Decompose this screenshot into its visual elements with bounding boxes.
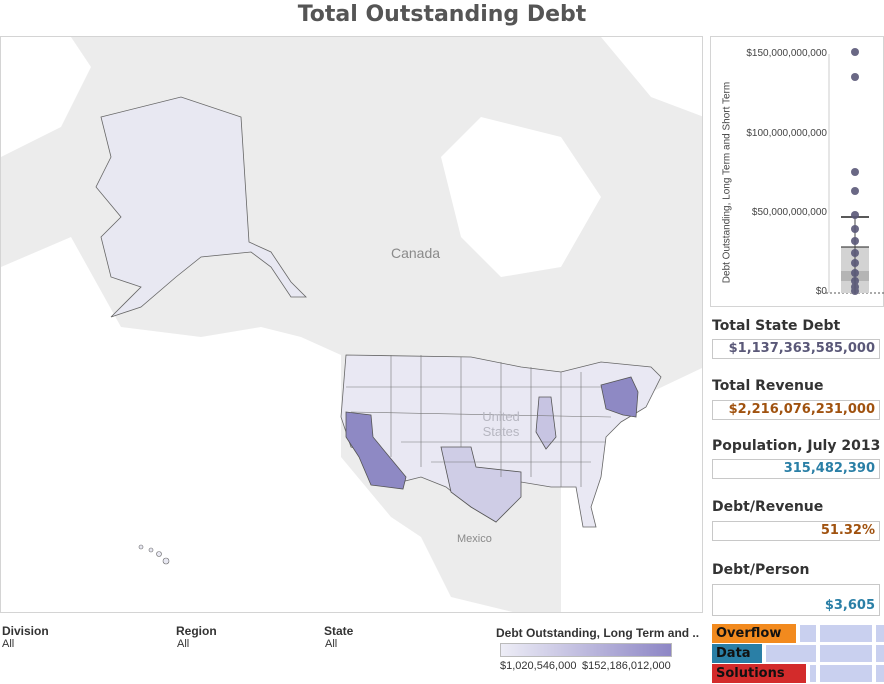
kpi-label-population: Population, July 2013	[712, 438, 881, 454]
tick-50b: $50,000,000,000	[751, 207, 827, 218]
color-legend-title: Debt Outstanding, Long Term and ..	[496, 626, 700, 640]
point-13	[851, 287, 859, 295]
point-4	[851, 187, 859, 195]
point-7	[851, 237, 859, 245]
color-legend-min: $1,020,546,000	[500, 660, 577, 672]
new-york-shape	[600, 376, 639, 418]
brand-data: Data	[712, 644, 762, 663]
map-canvas[interactable]	[1, 37, 703, 613]
tick-0: $0	[815, 286, 827, 297]
filter-division-value[interactable]: All	[2, 638, 15, 650]
california-shape	[345, 411, 407, 490]
debt-boxplot[interactable]: Debt Outstanding, Long Term and Short Te…	[710, 36, 884, 307]
kpi-value-population: 315,482,390	[712, 459, 880, 479]
point-1	[851, 48, 859, 56]
kpi-value-debt-revenue: 51.32%	[712, 521, 880, 541]
texas-shape	[440, 446, 522, 523]
dashboard-title: Total Outstanding Debt	[297, 2, 587, 27]
color-legend-max: $152,186,012,000	[582, 660, 671, 672]
tick-150b: $150,000,000,000	[746, 48, 827, 59]
point-6	[851, 225, 859, 233]
brand-solutions: Solutions	[712, 664, 806, 683]
filter-region-value[interactable]: All	[177, 638, 190, 650]
point-8	[851, 249, 859, 257]
choropleth-map[interactable]: Canada United States Mexico	[0, 36, 703, 613]
filter-state-label: State	[324, 624, 354, 638]
kpi-label-debt-person: Debt/Person	[712, 562, 810, 578]
point-2	[851, 73, 859, 81]
kpi-value-total-revenue: $2,216,076,231,000	[712, 400, 880, 420]
filter-state-value[interactable]: All	[325, 638, 338, 650]
color-legend-gradient	[500, 643, 672, 657]
kpi-label-total-state-debt: Total State Debt	[712, 318, 841, 334]
point-10	[851, 269, 859, 277]
brand-overflow: Overflow	[712, 624, 796, 643]
canada-label: Canada	[391, 245, 441, 261]
illinois-shape	[535, 396, 557, 450]
filter-division-label: Division	[2, 624, 49, 638]
mexico-label: Mexico	[457, 533, 492, 545]
point-3	[851, 168, 859, 176]
filter-region-label: Region	[176, 624, 217, 638]
united-states-label: United States	[482, 409, 520, 439]
alaska-shape	[95, 96, 307, 318]
tick-100b: $100,000,000,000	[746, 128, 827, 139]
kpi-value-debt-person: $3,605	[712, 584, 880, 616]
kpi-label-debt-revenue: Debt/Revenue	[712, 499, 824, 515]
boxplot-canvas[interactable]	[711, 37, 884, 308]
point-9	[851, 259, 859, 267]
kpi-value-total-state-debt: $1,137,363,585,000	[712, 339, 880, 359]
point-5	[851, 211, 859, 219]
kpi-label-total-revenue: Total Revenue	[712, 378, 824, 394]
point-11	[851, 277, 859, 285]
